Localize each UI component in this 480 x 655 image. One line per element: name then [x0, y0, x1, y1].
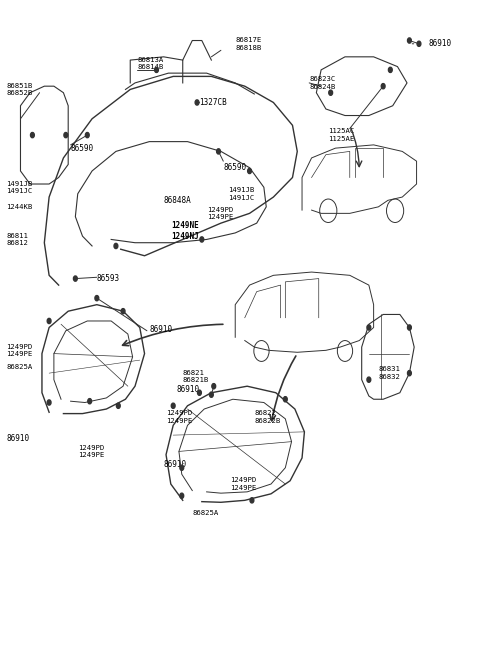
Text: 86817E
86818B: 86817E 86818B: [235, 37, 262, 50]
Circle shape: [408, 325, 411, 330]
Circle shape: [88, 399, 92, 404]
Text: 1249PD
1249PE: 1249PD 1249PE: [78, 445, 104, 458]
Circle shape: [85, 132, 89, 138]
Circle shape: [367, 325, 371, 330]
Text: 86825A: 86825A: [6, 364, 33, 369]
Text: 86821
86821B: 86821 86821B: [183, 369, 209, 383]
Text: 86851B
86852B: 86851B 86852B: [6, 83, 33, 96]
Circle shape: [47, 400, 51, 405]
Circle shape: [408, 38, 411, 43]
Text: 1244KB: 1244KB: [6, 204, 33, 210]
Text: 1125AC
1125AE: 1125AC 1125AE: [328, 128, 355, 142]
Circle shape: [367, 377, 371, 383]
Circle shape: [408, 371, 411, 376]
Circle shape: [31, 132, 34, 138]
Text: 86910: 86910: [6, 434, 29, 443]
Text: 86590: 86590: [223, 163, 246, 172]
Text: 1327CB: 1327CB: [199, 98, 227, 107]
Circle shape: [329, 90, 333, 96]
Circle shape: [216, 149, 220, 154]
Circle shape: [283, 397, 287, 402]
Circle shape: [250, 498, 254, 503]
Circle shape: [209, 392, 213, 398]
Text: 1249PD
1249PE: 1249PD 1249PE: [230, 477, 257, 491]
Circle shape: [198, 390, 201, 396]
Text: 1491JB
1491JC: 1491JB 1491JC: [228, 187, 254, 200]
Circle shape: [73, 276, 77, 281]
Circle shape: [180, 493, 184, 498]
Circle shape: [388, 67, 392, 73]
Text: 1249PD
1249PE: 1249PD 1249PE: [206, 206, 233, 220]
Circle shape: [47, 318, 51, 324]
Text: 86848A: 86848A: [164, 196, 192, 205]
Text: 86811
86812: 86811 86812: [6, 233, 28, 246]
Circle shape: [171, 403, 175, 408]
Circle shape: [417, 41, 421, 47]
Text: 1249PD
1249PE: 1249PD 1249PE: [6, 344, 33, 357]
Text: 86822
86822B: 86822 86822B: [254, 410, 281, 424]
Circle shape: [180, 465, 184, 470]
Circle shape: [95, 295, 99, 301]
Text: 1491JB
1491JC: 1491JB 1491JC: [6, 181, 33, 194]
Text: 86831
86832: 86831 86832: [378, 366, 400, 380]
Text: 86813A
86814B: 86813A 86814B: [137, 56, 164, 70]
Circle shape: [381, 84, 385, 89]
Circle shape: [248, 168, 252, 174]
Circle shape: [121, 309, 125, 314]
Circle shape: [116, 403, 120, 408]
Circle shape: [212, 384, 216, 389]
Text: 86910: 86910: [176, 385, 199, 394]
Text: 1249NE
1249NJ: 1249NE 1249NJ: [171, 221, 199, 241]
Circle shape: [155, 67, 158, 73]
Circle shape: [114, 244, 118, 249]
Text: 86910: 86910: [429, 39, 452, 48]
Text: 86910: 86910: [164, 460, 187, 469]
Text: 86825A: 86825A: [192, 510, 218, 516]
Circle shape: [64, 132, 68, 138]
Text: 86910: 86910: [149, 325, 172, 334]
Circle shape: [195, 100, 199, 105]
Text: 86823C
86824B: 86823C 86824B: [309, 76, 336, 90]
Text: 86590: 86590: [71, 143, 94, 153]
Text: 86593: 86593: [97, 274, 120, 283]
Circle shape: [200, 237, 204, 242]
Text: 1249PD
1249PE: 1249PD 1249PE: [166, 410, 192, 424]
